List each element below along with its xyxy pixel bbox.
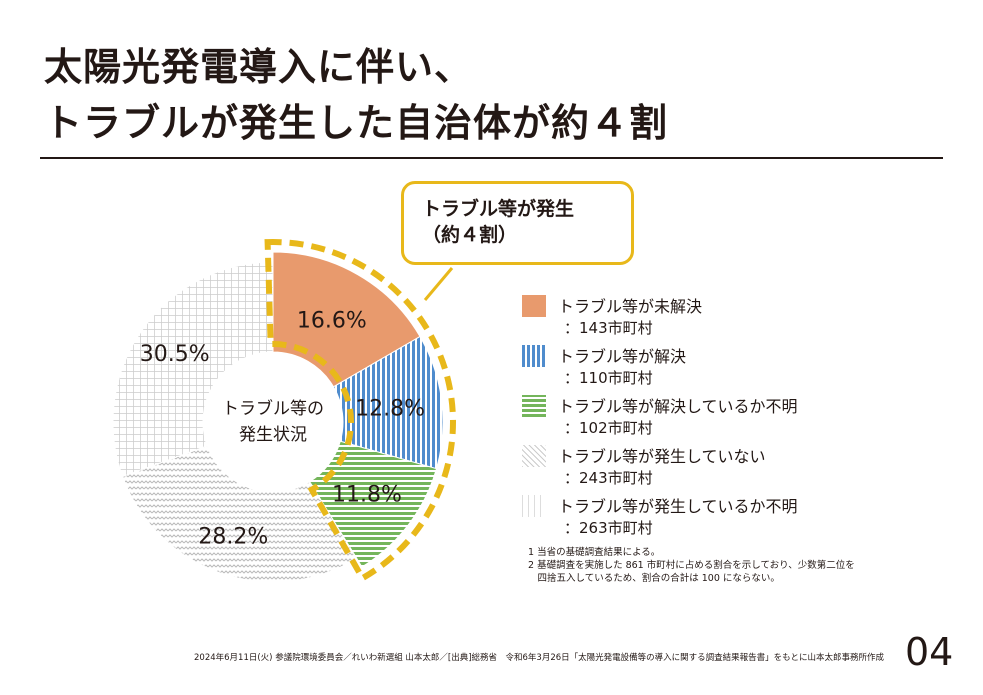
legend-label: トラブル等が発生していない [558, 447, 766, 466]
title-divider [40, 157, 943, 159]
legend-count: ：263市町村 [564, 519, 653, 537]
legend-swatch [522, 345, 546, 367]
legend-swatch [522, 445, 546, 467]
title-line-1: 太陽光発電導入に伴い、 [44, 45, 474, 89]
value-label: 11.8% [332, 482, 402, 507]
footnote: 1 当省の基礎調査結果による。 [528, 547, 661, 558]
footnote: 四捨五入しているため、割合の合計は 100 にならない。 [528, 573, 780, 584]
value-label: 30.5% [140, 342, 210, 367]
value-label: 28.2% [198, 524, 268, 549]
legend-label: トラブル等が未解決 [558, 297, 703, 316]
legend-count: ：243市町村 [564, 469, 653, 487]
callout-line-2: （約４割） [422, 224, 518, 246]
value-label: 12.8% [355, 396, 425, 421]
center-label-2: 発生状況 [239, 425, 307, 445]
source-footer: 2024年6月11日(火) 参議院環境委員会／れいわ新選組 山本太郎／[出典]総… [194, 653, 884, 663]
callout-line-1: トラブル等が発生 [422, 198, 575, 220]
legend-label: トラブル等が解決しているか不明 [558, 397, 798, 416]
legend-count: ：102市町村 [564, 419, 653, 437]
legend-swatch [522, 395, 546, 417]
footnote: 2 基礎調査を実施した 861 市町村に占める割合を示しており、少数第二位を [528, 560, 855, 571]
legend-swatch [522, 495, 546, 517]
legend-count: ：143市町村 [564, 319, 653, 337]
title-line-2: トラブルが発生した自治体が約４割 [44, 101, 669, 145]
callout-bubble: トラブル等が発生 （約４割） [401, 181, 634, 265]
page-number: 04 [905, 630, 954, 674]
value-label: 16.6% [297, 309, 367, 334]
legend-label: トラブル等が発生しているか不明 [558, 497, 798, 516]
legend-swatch [522, 295, 546, 317]
center-label-1: トラブル等の [222, 398, 324, 419]
footnotes: 1 当省の基礎調査結果による。 2 基礎調査を実施した 861 市町村に占める割… [528, 546, 855, 585]
legend-count: ：110市町村 [564, 369, 653, 387]
legend-label: トラブル等が解決 [558, 347, 687, 366]
